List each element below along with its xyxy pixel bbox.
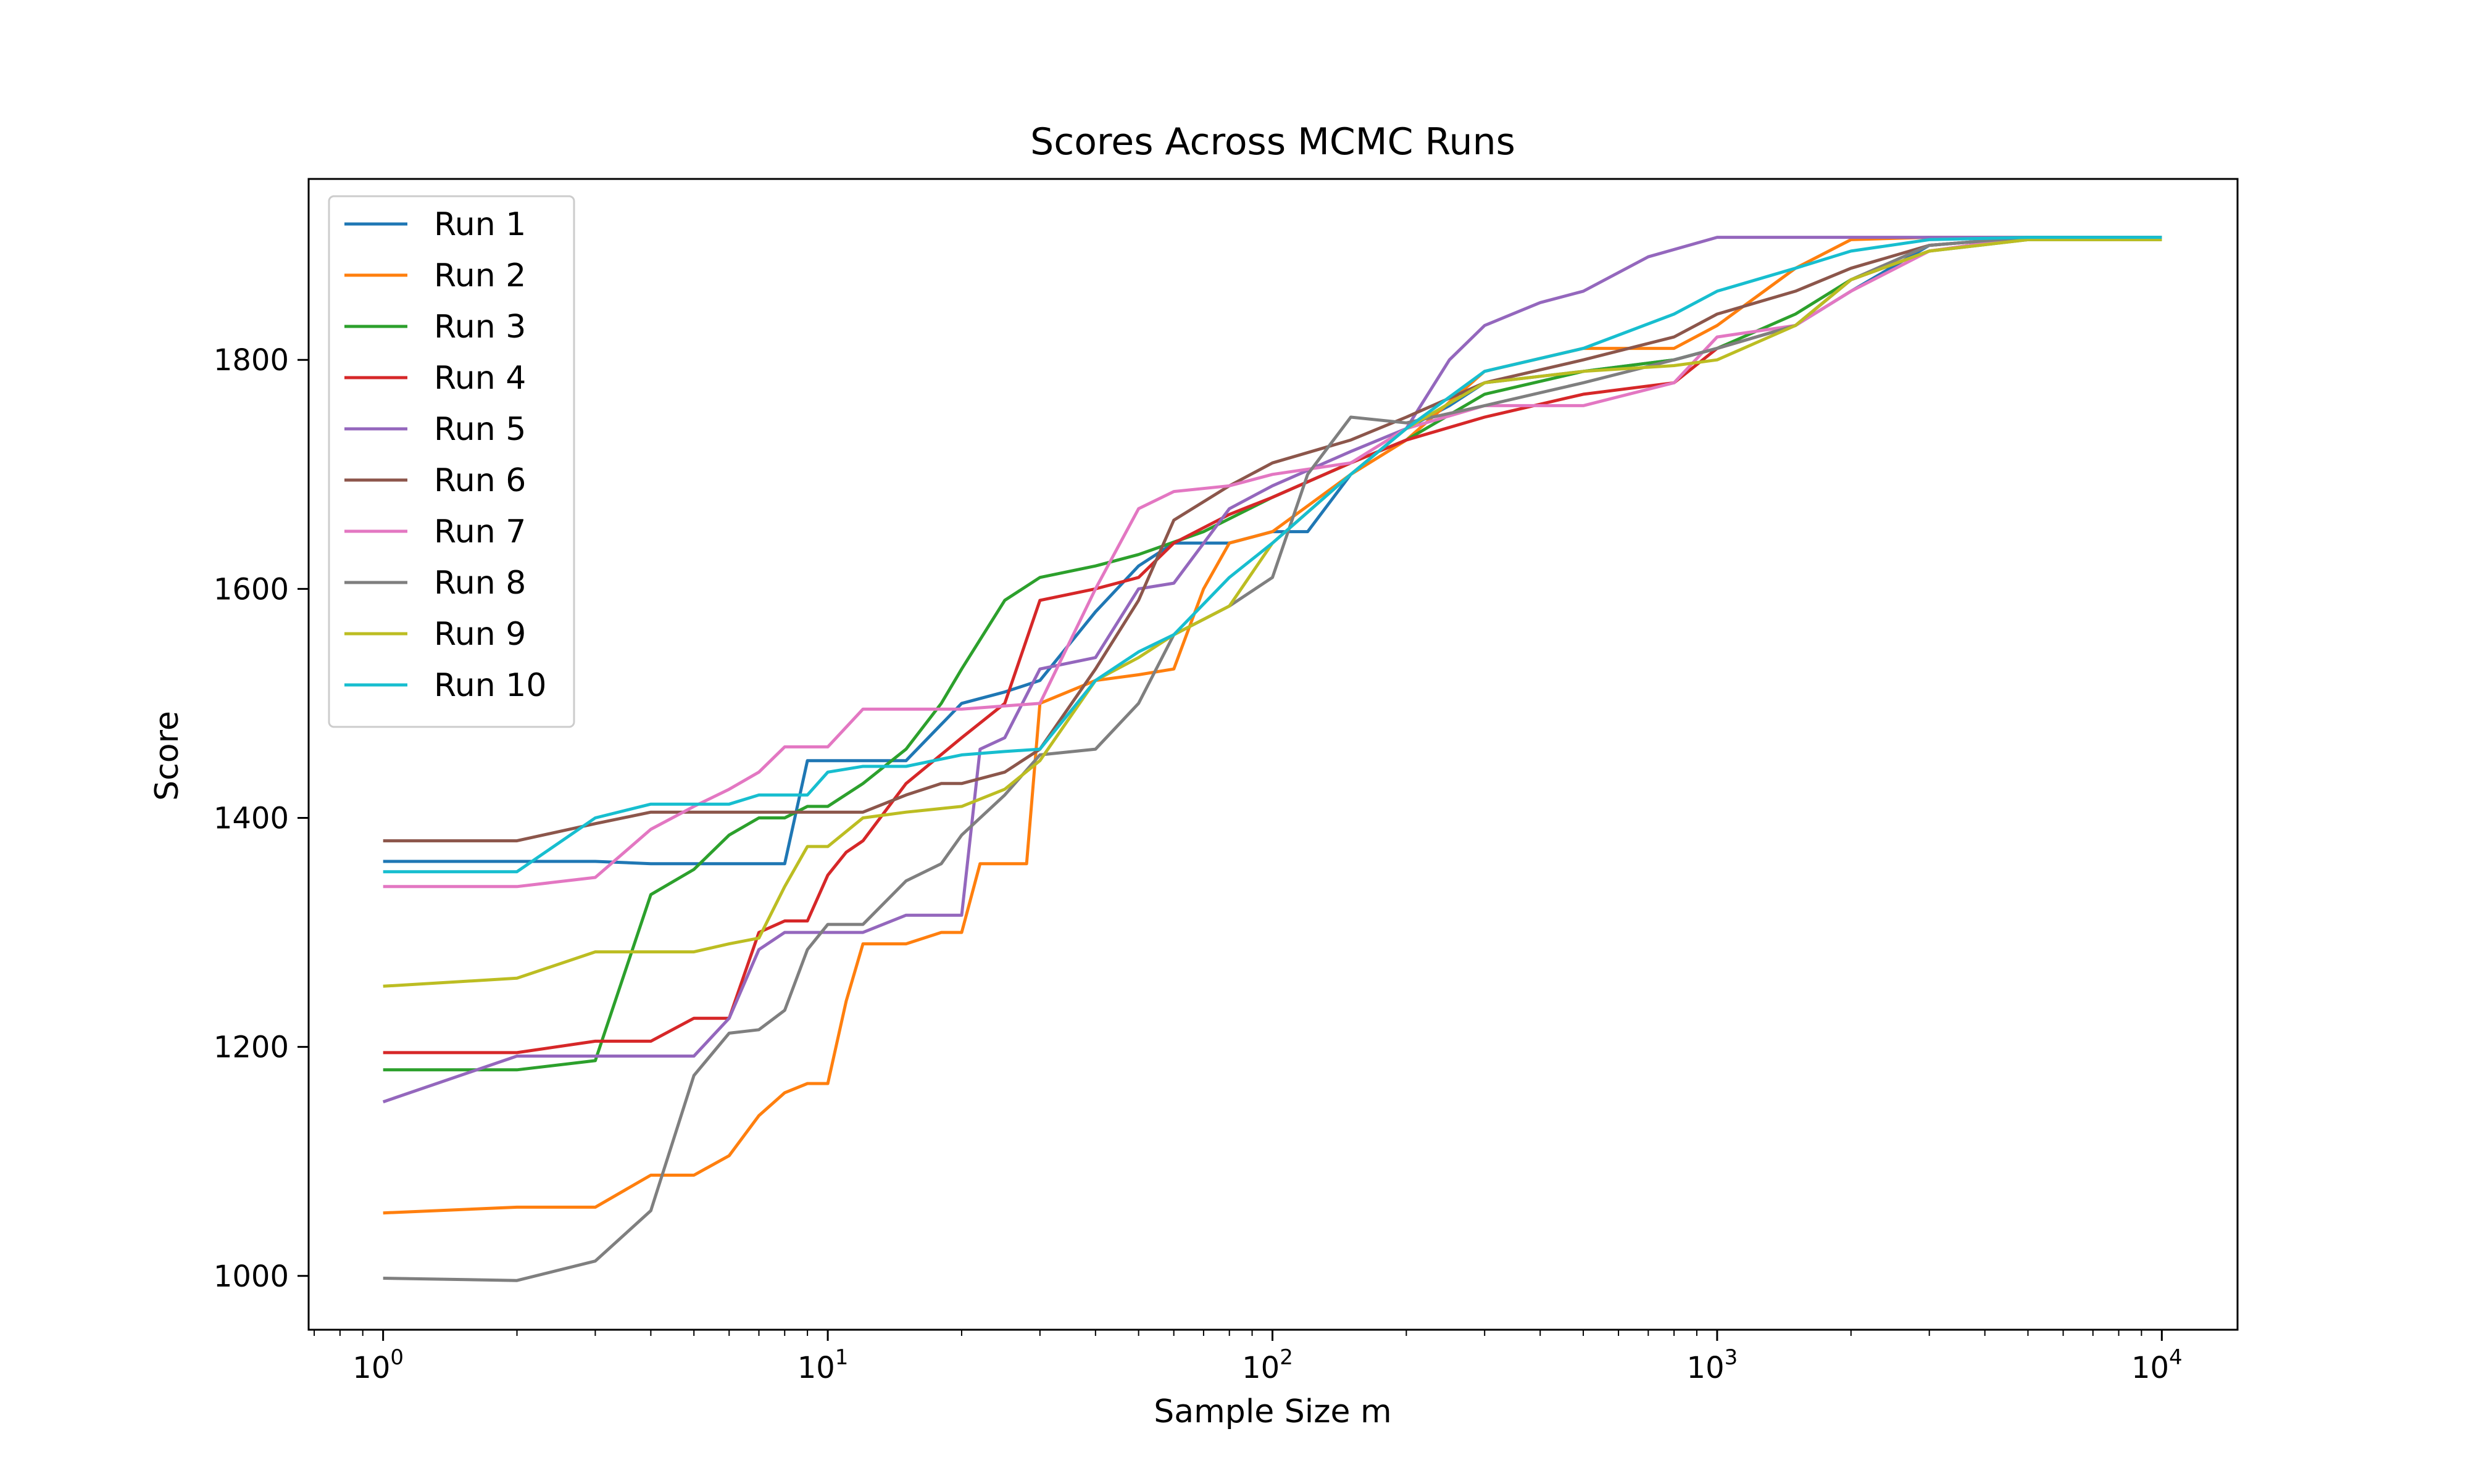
y-tick-label: 1800 xyxy=(214,343,289,378)
series-line-run-10 xyxy=(383,236,2162,874)
x-axis-label: Sample Size m xyxy=(1154,1393,1391,1430)
legend-label-run-2: Run 2 xyxy=(434,257,526,294)
y-tick-label: 1000 xyxy=(214,1259,289,1294)
legend: Run 1 Run 2 Run 3 Run 4 Run 5 Run 6 Run 7 Run 8… xyxy=(328,195,575,728)
x-tick-exponent: 1 xyxy=(835,1345,849,1370)
x-tick-base: 10 xyxy=(1687,1351,1725,1385)
series-line-run-6 xyxy=(383,236,2162,843)
x-tick-label: 102 xyxy=(1242,1345,1293,1385)
y-tick-label: 1400 xyxy=(214,801,289,835)
legend-label-run-8: Run 8 xyxy=(434,565,526,602)
y-axis-label: Score xyxy=(149,711,186,801)
series-line-run-8 xyxy=(383,236,2162,1282)
legend-label-run-1: Run 1 xyxy=(434,206,526,243)
x-tick-base: 10 xyxy=(797,1351,835,1385)
legend-label-run-3: Run 3 xyxy=(434,309,526,346)
series-line-run-5 xyxy=(382,236,2162,1104)
legend-label-run-4: Run 4 xyxy=(434,360,526,397)
legend-label-run-9: Run 9 xyxy=(434,616,526,653)
x-tick-base: 10 xyxy=(352,1351,390,1385)
plot-area xyxy=(382,236,2162,1282)
x-tick-exponent: 4 xyxy=(2169,1345,2183,1370)
x-tick-base: 10 xyxy=(1242,1351,1280,1385)
chart-title: Scores Across MCMC Runs xyxy=(1030,120,1515,164)
legend-box xyxy=(328,195,575,728)
series-line-run-2 xyxy=(383,236,2162,1215)
x-tick-label: 104 xyxy=(2131,1345,2183,1385)
legend-label-run-5: Run 5 xyxy=(434,411,526,448)
x-tick-label: 103 xyxy=(1687,1345,1738,1385)
x-tick-base: 10 xyxy=(2131,1351,2169,1385)
y-tick-label: 1200 xyxy=(214,1030,289,1065)
y-tick-label: 1600 xyxy=(214,572,289,607)
x-tick-exponent: 0 xyxy=(390,1345,404,1370)
x-tick-exponent: 2 xyxy=(1280,1345,1293,1370)
legend-label-run-7: Run 7 xyxy=(434,513,526,550)
legend-label-run-10: Run 10 xyxy=(434,667,546,704)
legend-label-run-6: Run 6 xyxy=(434,462,526,499)
x-tick-label: 101 xyxy=(797,1345,849,1385)
x-tick-label: 100 xyxy=(352,1345,404,1385)
x-tick-exponent: 3 xyxy=(1725,1345,1738,1370)
